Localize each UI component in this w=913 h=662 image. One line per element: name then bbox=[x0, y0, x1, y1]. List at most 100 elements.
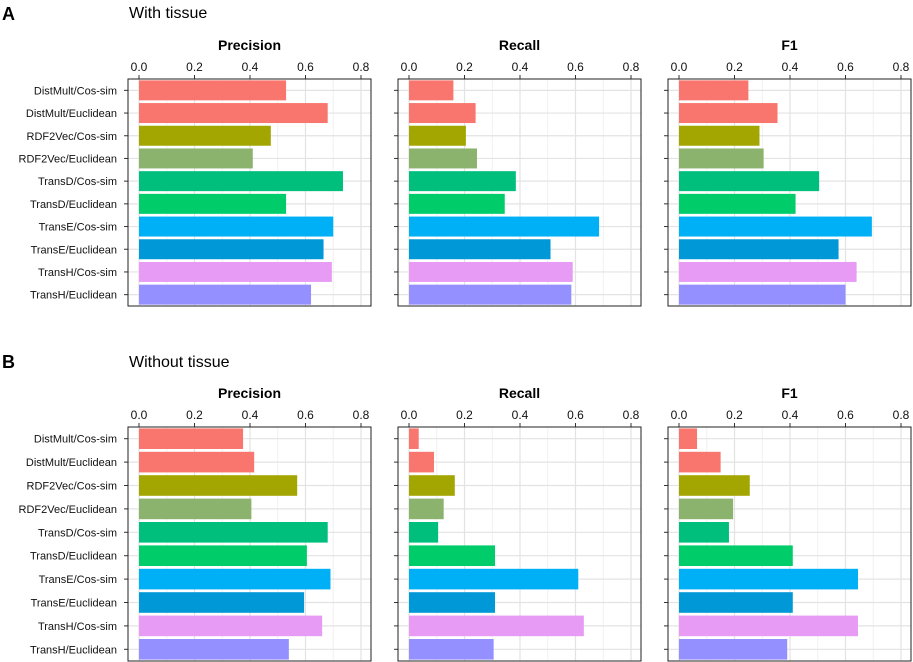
x-tick-label: 0.8 bbox=[623, 60, 640, 74]
facet-title: Precision bbox=[218, 37, 281, 53]
bar-transe-euclidean bbox=[409, 239, 551, 260]
x-tick-label: 0.4 bbox=[242, 408, 259, 422]
bar-distmult-cos-sim bbox=[679, 428, 698, 449]
bar-transh-cos-sim bbox=[139, 261, 332, 282]
bar-transh-euclidean bbox=[679, 639, 788, 660]
facet-title: F1 bbox=[781, 37, 798, 53]
bar-distmult-cos-sim bbox=[409, 80, 454, 101]
x-tick-label: 0.4 bbox=[782, 408, 799, 422]
category-label: RDF2Vec/Euclidean bbox=[19, 153, 117, 165]
bar-transd-euclidean bbox=[409, 193, 505, 214]
bar-rdf2vec-cos-sim bbox=[409, 475, 455, 496]
category-label: TransE/Cos-sim bbox=[39, 222, 117, 234]
panel-letter: A bbox=[2, 4, 15, 24]
x-tick-label: 0.4 bbox=[242, 60, 259, 74]
x-tick-label: 0.6 bbox=[567, 60, 584, 74]
bar-distmult-cos-sim bbox=[409, 428, 419, 449]
category-label: TransE/Cos-sim bbox=[39, 574, 117, 586]
bar-distmult-cos-sim bbox=[139, 428, 244, 449]
bar-distmult-euclidean bbox=[409, 103, 476, 124]
bar-rdf2vec-euclidean bbox=[409, 498, 444, 520]
bar-transe-euclidean bbox=[139, 592, 305, 613]
x-tick-label: 0.6 bbox=[297, 60, 314, 74]
bar-rdf2vec-euclidean bbox=[409, 148, 477, 169]
x-tick-label: 0.2 bbox=[726, 60, 743, 74]
plot-frame bbox=[397, 426, 642, 662]
x-tick-label: 0.0 bbox=[131, 408, 148, 422]
bar-transe-cos-sim bbox=[139, 216, 334, 237]
panel-subtitle: Without tissue bbox=[129, 354, 230, 371]
bar-transh-euclidean bbox=[409, 639, 494, 660]
bar-transe-cos-sim bbox=[679, 216, 872, 237]
category-label: TransH/Euclidean bbox=[30, 644, 117, 656]
bar-distmult-euclidean bbox=[409, 451, 434, 473]
x-tick-label: 0.4 bbox=[782, 60, 799, 74]
x-tick-label: 0.8 bbox=[353, 408, 370, 422]
x-tick-label: 0.8 bbox=[353, 60, 370, 74]
category-label: TransH/Euclidean bbox=[30, 290, 117, 302]
x-tick-label: 0.0 bbox=[401, 408, 418, 422]
category-label: DistMult/Euclidean bbox=[26, 108, 117, 120]
category-label: DistMult/Cos-sim bbox=[34, 85, 117, 97]
facet-f1: F1 0.0 0.2 0.4 0.6 0.8 bbox=[664, 37, 912, 307]
bar-transe-cos-sim bbox=[409, 568, 579, 590]
panel-letter: B bbox=[2, 352, 15, 372]
bar-transe-cos-sim bbox=[679, 568, 858, 590]
bar-transh-cos-sim bbox=[679, 261, 857, 282]
bar-distmult-euclidean bbox=[139, 103, 328, 124]
bar-transd-cos-sim bbox=[139, 171, 343, 192]
x-tick-label: 0.8 bbox=[893, 408, 910, 422]
x-tick-label: 0.6 bbox=[297, 408, 314, 422]
category-label: DistMult/Cos-sim bbox=[34, 434, 117, 446]
x-tick-label: 0.2 bbox=[726, 408, 743, 422]
category-label: DistMult/Euclidean bbox=[26, 457, 117, 469]
bar-distmult-euclidean bbox=[679, 103, 778, 124]
facet-title: Precision bbox=[218, 385, 281, 401]
bar-rdf2vec-euclidean bbox=[679, 148, 764, 169]
bar-transd-euclidean bbox=[409, 545, 496, 566]
x-tick-label: 0.8 bbox=[893, 60, 910, 74]
bar-transh-cos-sim bbox=[409, 615, 584, 637]
bar-rdf2vec-cos-sim bbox=[139, 475, 298, 496]
bar-transd-cos-sim bbox=[139, 522, 328, 543]
bar-transd-euclidean bbox=[139, 545, 307, 566]
bar-transd-euclidean bbox=[139, 193, 287, 214]
bar-transe-euclidean bbox=[139, 239, 324, 260]
panel-A: A With tissue Precision 0.0 0.2 0.4 0.6 0.8 Reca… bbox=[2, 4, 912, 307]
bar-rdf2vec-cos-sim bbox=[139, 125, 271, 146]
category-label: RDF2Vec/Euclidean bbox=[19, 504, 117, 516]
bar-transh-cos-sim bbox=[409, 261, 573, 282]
bar-distmult-euclidean bbox=[139, 451, 255, 473]
x-tick-label: 0.6 bbox=[837, 60, 854, 74]
bar-transh-euclidean bbox=[679, 284, 846, 305]
category-label: TransH/Cos-sim bbox=[38, 267, 117, 279]
category-label: TransE/Euclidean bbox=[31, 244, 117, 256]
facet-title: Recall bbox=[499, 385, 540, 401]
x-tick-label: 0.6 bbox=[837, 408, 854, 422]
plot-frame bbox=[397, 78, 642, 307]
panel-subtitle: With tissue bbox=[129, 5, 207, 22]
bar-transh-cos-sim bbox=[679, 615, 858, 637]
bar-transd-euclidean bbox=[679, 545, 793, 566]
facet-recall: Recall 0.0 0.2 0.4 0.6 0.8 bbox=[394, 385, 642, 662]
category-label: RDF2Vec/Cos-sim bbox=[27, 481, 117, 493]
facet-title: Recall bbox=[499, 37, 540, 53]
category-label: TransD/Cos-sim bbox=[38, 176, 117, 188]
x-tick-label: 0.0 bbox=[401, 60, 418, 74]
bar-transe-cos-sim bbox=[139, 568, 331, 590]
category-label: RDF2Vec/Cos-sim bbox=[27, 131, 117, 143]
x-tick-label: 0.4 bbox=[512, 60, 529, 74]
category-label: TransE/Euclidean bbox=[31, 598, 117, 610]
bar-rdf2vec-euclidean bbox=[679, 498, 734, 520]
category-label: TransH/Cos-sim bbox=[38, 621, 117, 633]
panel-B: B Without tissue Precision 0.0 0.2 0.4 0.6 0.8 R… bbox=[2, 352, 912, 662]
x-tick-label: 0.2 bbox=[456, 60, 473, 74]
x-tick-label: 0.0 bbox=[671, 60, 688, 74]
x-tick-label: 0.2 bbox=[186, 408, 203, 422]
bar-transd-cos-sim bbox=[679, 171, 820, 192]
bar-distmult-euclidean bbox=[679, 451, 721, 473]
x-tick-label: 0.0 bbox=[131, 60, 148, 74]
plot-frame bbox=[127, 78, 372, 307]
bar-distmult-cos-sim bbox=[139, 80, 287, 101]
